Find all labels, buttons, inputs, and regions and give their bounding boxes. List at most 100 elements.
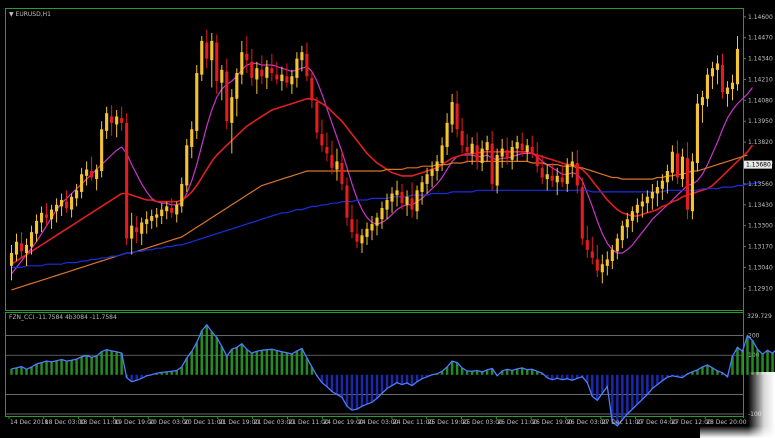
candle-body bbox=[145, 219, 149, 225]
time-tick-label: 25 Dec 03:00 bbox=[463, 419, 504, 426]
cci-level-label: 100 bbox=[748, 352, 760, 359]
candle-body bbox=[515, 142, 519, 149]
time-tick-label: 24 Dec 11:00 bbox=[393, 419, 434, 426]
candle bbox=[530, 135, 534, 159]
cci-line bbox=[11, 323, 775, 427]
candle bbox=[180, 177, 184, 213]
candle-body bbox=[295, 58, 299, 78]
candle-body bbox=[470, 143, 474, 154]
candle bbox=[70, 193, 74, 218]
main-chart-title: ▼ EURUSD,H1 bbox=[9, 11, 51, 18]
candle bbox=[390, 187, 394, 213]
candle bbox=[39, 206, 44, 233]
candle-body bbox=[395, 190, 399, 196]
candle bbox=[165, 201, 169, 220]
candle-body bbox=[115, 116, 119, 125]
candle bbox=[340, 151, 344, 191]
candle-body bbox=[245, 53, 249, 61]
candle bbox=[205, 29, 209, 69]
candle bbox=[360, 228, 364, 253]
candle bbox=[475, 132, 479, 170]
candle-body bbox=[545, 174, 549, 180]
candle-body bbox=[220, 69, 224, 83]
candle-body bbox=[350, 219, 354, 233]
candle bbox=[525, 138, 529, 162]
candle bbox=[225, 58, 229, 130]
candle bbox=[540, 154, 544, 184]
time-tick-label: 20 Dec 03:00 bbox=[149, 419, 190, 426]
candle-body bbox=[560, 177, 564, 183]
current-price-marker bbox=[744, 160, 772, 169]
price-tick-label: 1.13300 bbox=[748, 223, 773, 230]
time-tick-label: 18 Dec 11:00 bbox=[80, 419, 121, 426]
candle-body bbox=[9, 252, 14, 266]
candle bbox=[50, 204, 54, 229]
candle bbox=[585, 225, 589, 258]
candle bbox=[380, 201, 384, 229]
candle bbox=[710, 61, 715, 90]
candle-body bbox=[360, 235, 364, 244]
candle bbox=[435, 154, 439, 181]
price-tick-label: 1.13040 bbox=[748, 264, 773, 271]
candle-body bbox=[570, 161, 574, 167]
candle bbox=[24, 238, 29, 266]
candle-body bbox=[485, 142, 489, 151]
candle bbox=[315, 97, 319, 139]
candle-body bbox=[340, 163, 344, 184]
candle bbox=[490, 130, 494, 191]
candle bbox=[365, 222, 369, 245]
candle-body bbox=[420, 182, 424, 192]
candle bbox=[240, 40, 244, 85]
candle bbox=[85, 161, 89, 186]
candle-body bbox=[430, 169, 434, 176]
time-tick-label: 24 Dec 19:00 bbox=[323, 419, 364, 426]
candle bbox=[200, 36, 204, 82]
candle-body bbox=[215, 42, 219, 82]
candle-body bbox=[600, 264, 604, 273]
candle bbox=[385, 193, 389, 220]
candle-body bbox=[195, 73, 199, 131]
candle-body bbox=[550, 175, 554, 181]
candle bbox=[345, 177, 349, 226]
candle bbox=[285, 63, 289, 88]
candle bbox=[715, 55, 720, 85]
candle bbox=[600, 254, 604, 284]
candle bbox=[44, 203, 49, 226]
candle bbox=[330, 140, 334, 175]
candle bbox=[310, 71, 314, 109]
candle-body bbox=[335, 161, 339, 170]
price-tick-label: 1.13560 bbox=[748, 181, 773, 188]
screenshot-edge-artifact-bottom bbox=[700, 426, 775, 438]
candle bbox=[145, 211, 149, 234]
time-tick-label: 25 Dec 19:00 bbox=[428, 419, 469, 426]
candle-body bbox=[605, 259, 609, 266]
candle-body bbox=[230, 97, 234, 123]
candle bbox=[635, 198, 639, 223]
candle-body bbox=[510, 146, 514, 160]
candle-body bbox=[185, 145, 189, 186]
price-tick-label: 1.13820 bbox=[748, 139, 773, 146]
candle bbox=[14, 233, 19, 262]
price-axis: 1.14600 1.14470 1.14340 1.14210 1.14080 1.139… bbox=[743, 14, 773, 292]
candle-body bbox=[260, 69, 264, 77]
candle-body bbox=[575, 163, 579, 186]
candle bbox=[130, 212, 134, 255]
time-tick-label: 14 Dec 2018 bbox=[10, 419, 49, 426]
candle-body bbox=[205, 42, 209, 59]
candle-body bbox=[630, 211, 634, 221]
candle-body bbox=[130, 225, 134, 239]
candle-body bbox=[425, 174, 429, 184]
candle bbox=[565, 158, 569, 192]
candle bbox=[675, 140, 679, 184]
candle bbox=[90, 156, 94, 181]
price-tick-label: 1.14600 bbox=[748, 14, 773, 21]
candle-body bbox=[75, 190, 79, 199]
time-tick-label: 18 Dec 03:00 bbox=[45, 419, 86, 426]
candle-body bbox=[240, 52, 244, 75]
candle bbox=[400, 183, 404, 210]
time-tick-label: 21 Dec 03:00 bbox=[254, 419, 295, 426]
cci-indicator: 200100-100329.729 bbox=[6, 313, 775, 427]
candle-body bbox=[690, 161, 694, 212]
